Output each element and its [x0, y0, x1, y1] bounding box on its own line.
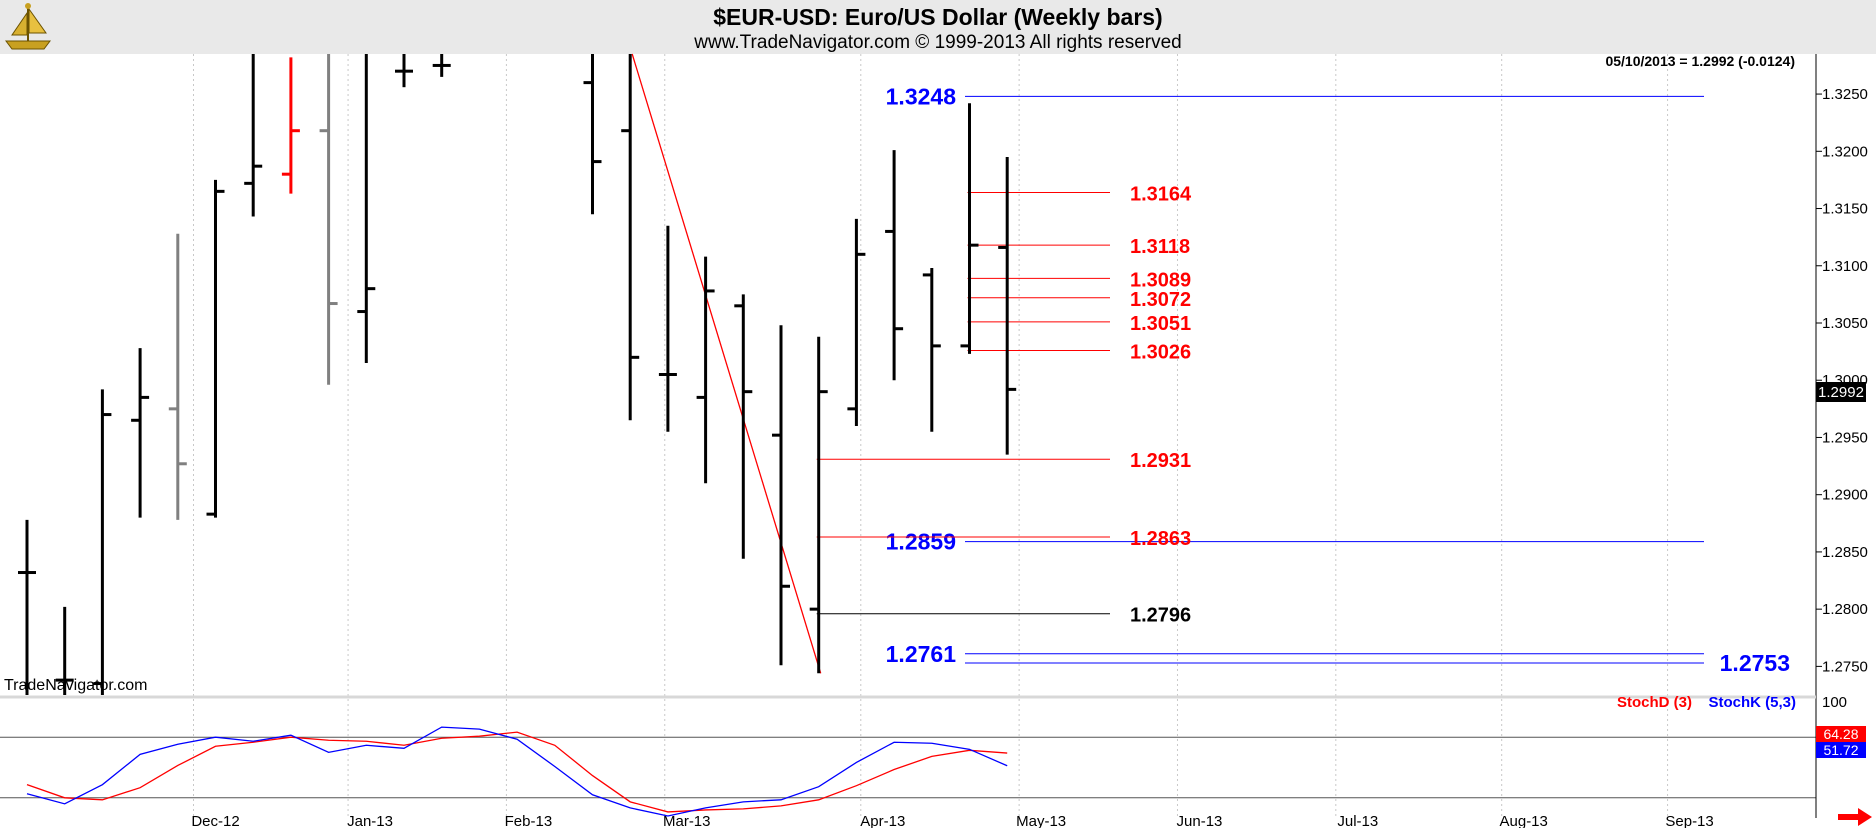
ohlc-bar	[168, 233, 187, 520]
x-tick-label: Aug-13	[1500, 813, 1548, 828]
chart-title: $EUR-USD: Euro/US Dollar (Weekly bars)	[713, 4, 1163, 30]
ohlc-bar	[847, 218, 866, 427]
ohlc-bar	[281, 57, 300, 194]
svg-text:64.28: 64.28	[1823, 726, 1858, 742]
red-level-label: 1.2931	[1130, 450, 1191, 472]
red-level-label: 1.3072	[1130, 289, 1191, 311]
y-tick-label: 1.3200	[1822, 143, 1868, 160]
x-tick-label: Jul-13	[1337, 813, 1378, 828]
x-tick-label: Feb-13	[505, 813, 553, 828]
ohlc-bar	[18, 519, 36, 695]
red-level-label: 1.3164	[1130, 184, 1192, 206]
ohlc-bar	[244, 54, 263, 217]
x-tick-label: Apr-13	[860, 813, 905, 828]
x-tick-label: Dec-12	[191, 813, 239, 828]
price-levels: 1.3248 1.2859 1.2761 1.2753 1.3164 1.3118 1.30…	[631, 53, 1790, 676]
ohlc-bar	[734, 294, 753, 559]
ohlc-bar	[621, 54, 640, 421]
y-tick-label: 1.3150	[1822, 201, 1868, 218]
y-tick-label: 1.2800	[1822, 601, 1868, 618]
ohlc-bar	[432, 54, 451, 77]
y-tick-label: 1.3100	[1822, 258, 1868, 275]
stoch-d-last-tag: 64.28	[1816, 726, 1866, 742]
stoch-d-line	[26, 731, 1008, 813]
ohlc-bar	[131, 348, 150, 518]
ohlc-bar	[357, 54, 376, 364]
red-level-label: 1.3026	[1130, 341, 1191, 363]
y-tick-label: 1.2900	[1822, 487, 1868, 504]
y-tick-label: 1.2750	[1822, 658, 1868, 675]
ohlc-bar	[93, 389, 112, 695]
trendline	[631, 53, 822, 674]
svg-text:1.2992: 1.2992	[1818, 384, 1864, 401]
x-tick-label: Mar-13	[663, 813, 711, 828]
ohlc-bar	[772, 325, 790, 666]
ohlc-bar	[885, 150, 904, 381]
red-level-label: 1.3051	[1130, 313, 1191, 335]
ohlc-bar	[696, 256, 715, 484]
blue-level-label: 1.2859	[886, 529, 956, 555]
blue-level-label: 1.3248	[886, 83, 957, 109]
ohlc-bar	[319, 54, 338, 385]
stoch-k-legend: StochK (5,3)	[1708, 694, 1796, 711]
stoch-k-last-tag: 51.72	[1816, 742, 1866, 758]
x-tick-label: Sep-13	[1665, 813, 1713, 828]
ohlc-bar	[583, 54, 602, 215]
y-tick-label: 1.2850	[1822, 544, 1868, 561]
x-tick-label: Jun-13	[1177, 813, 1223, 828]
stochastic-panel	[0, 726, 1816, 817]
chart-subtitle: www.TradeNavigator.com © 1999-2013 All r…	[694, 32, 1182, 53]
ohlc-bar	[658, 225, 677, 432]
chart-header: $EUR-USD: Euro/US Dollar (Weekly bars) w…	[0, 0, 1876, 54]
ohlc-bar	[998, 157, 1017, 455]
y-tick-label: 1.3250	[1822, 86, 1868, 103]
red-level-label: 1.3118	[1130, 236, 1190, 258]
blue-level-label: 1.2753	[1720, 650, 1790, 676]
y-tick-label: 1.2950	[1822, 429, 1868, 446]
black-level-label: 1.2796	[1130, 605, 1191, 627]
ohlc-bars	[18, 54, 1017, 695]
quote-readout: 05/10/2013 = 1.2992 (-0.0124)	[1605, 53, 1795, 69]
stoch-d-legend: StochD (3)	[1617, 694, 1692, 711]
red-level-label: 1.2863	[1130, 528, 1191, 550]
red-level-label: 1.3089	[1130, 269, 1191, 291]
watermark: TradeNavigator.com	[4, 677, 147, 694]
ohlc-bar	[55, 606, 74, 695]
y-tick-label: 1.3050	[1822, 315, 1868, 332]
last-price-tag: 1.2992	[1816, 382, 1866, 402]
blue-level-label: 1.2761	[886, 641, 957, 667]
scroll-right-arrow-icon[interactable]	[1838, 808, 1872, 826]
ohlc-bar	[922, 268, 941, 432]
ohlc-bar	[809, 336, 828, 674]
x-tick-label: Jan-13	[347, 813, 393, 828]
svg-text:51.72: 51.72	[1823, 742, 1858, 758]
trade-navigator-logo-icon[interactable]	[2, 1, 56, 53]
axes: Dec-12 Jan-13 Feb-13 Mar-13 Apr-13 May-13 Jun-…	[0, 54, 1868, 828]
stoch-k-line	[26, 726, 1008, 817]
ohlc-bar	[960, 103, 979, 354]
x-tick-label: May-13	[1016, 813, 1066, 828]
ohlc-bar	[206, 179, 225, 518]
month-gridlines	[193, 54, 1669, 818]
ohlc-bar	[395, 54, 413, 88]
stoch-top-tick: 100	[1822, 694, 1847, 711]
